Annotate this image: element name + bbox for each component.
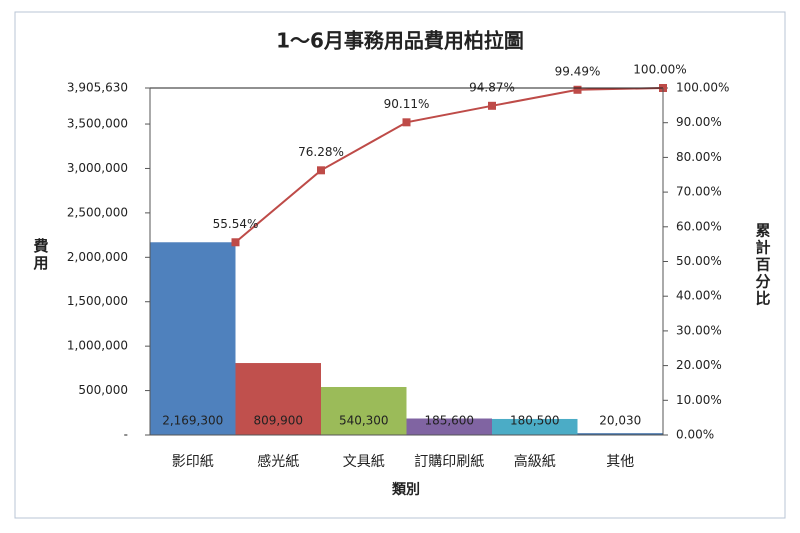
y-tick-label: 3,000,000	[67, 161, 128, 175]
y2-tick-label: 70.00%	[676, 185, 722, 199]
y2-tick-label: 60.00%	[676, 219, 722, 233]
y-tick-label: 3,500,000	[67, 117, 128, 131]
y2-tick-label: 20.00%	[676, 358, 722, 372]
bar	[150, 242, 236, 435]
bar	[321, 386, 407, 435]
y2-tick-label: 40.00%	[676, 289, 722, 303]
data-label: 180,500	[510, 414, 560, 428]
line-marker	[488, 101, 496, 110]
y-tick-label: 1,500,000	[67, 294, 128, 308]
x-tick-label: 其他	[606, 454, 634, 470]
y2-tick-label: 90.00%	[676, 115, 722, 129]
y-tick-label: -	[124, 428, 128, 442]
data-label: 185,600	[424, 414, 474, 428]
y-tick-label: 500,000	[78, 383, 128, 397]
data-label: 99.49%	[555, 64, 601, 78]
bar	[492, 418, 578, 435]
data-label: 20,030	[599, 414, 641, 428]
y2-tick-label: 100.00%	[676, 81, 729, 95]
data-label: 100.00%	[633, 63, 686, 77]
line-marker	[231, 238, 240, 247]
y2-tick-label: 0.00%	[676, 428, 714, 442]
cumulative-line	[234, 87, 664, 244]
y2-tick-label: 50.00%	[676, 254, 722, 268]
x-tick-label: 文具紙	[343, 454, 385, 470]
data-label: 540,300	[339, 414, 389, 428]
data-label: 76.28%	[298, 145, 344, 159]
data-label: 2,169,300	[162, 414, 223, 428]
data-label: 55.54%	[213, 217, 259, 231]
data-label: 94.87%	[469, 80, 515, 94]
x-tick-label: 感光紙	[257, 453, 299, 470]
y-tick-label: 2,500,000	[67, 205, 128, 219]
y2-axis-title: 累計百分比	[754, 223, 772, 308]
data-label: 809,900	[253, 414, 303, 428]
y-tick-label: 3,905,630	[67, 81, 128, 95]
x-tick-label: 訂購印刷紙	[414, 454, 484, 470]
x-tick-label: 影印紙	[172, 454, 214, 470]
line-marker	[317, 166, 325, 175]
y2-tick-label: 30.00%	[676, 323, 722, 337]
y-tick-label: 1,000,000	[67, 339, 128, 353]
data-label: 90.11%	[384, 97, 430, 111]
x-axis-title: 類別	[391, 482, 420, 498]
line-marker	[573, 85, 582, 94]
y-tick-label: 2,000,000	[67, 250, 128, 264]
bar	[235, 363, 321, 435]
x-tick-label: 高級紙	[514, 453, 556, 470]
y-axis-title: 費用	[32, 237, 50, 272]
y2-tick-label: 80.00%	[676, 150, 722, 164]
line-marker	[402, 118, 411, 127]
y2-tick-label: 10.00%	[676, 393, 722, 407]
bar	[406, 418, 492, 435]
bar	[577, 433, 663, 435]
chart-title: 1～6月事務用品費用柏拉圖	[276, 29, 524, 53]
